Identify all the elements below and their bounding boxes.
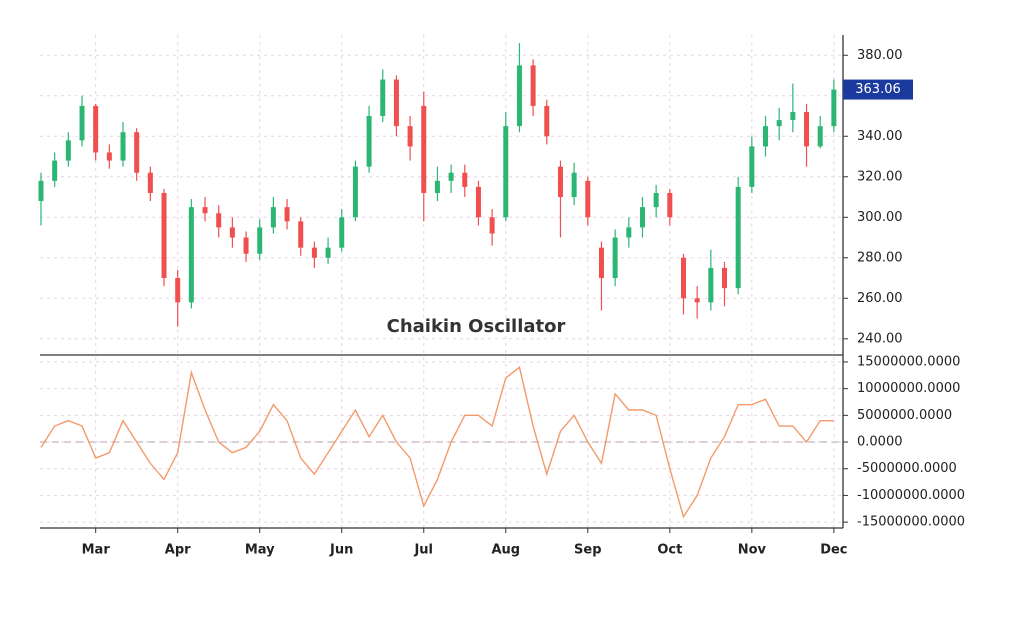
candle-body [120,132,126,161]
candle-body [462,172,468,187]
candle-body [776,120,782,127]
x-tick-label: Dec [820,543,847,558]
candle-body [366,116,372,167]
price-tag-label: 363.06 [855,82,901,97]
candle-body [639,207,645,228]
candle-body [804,111,810,147]
candle-body [147,172,153,193]
candle-body [284,207,290,222]
x-tick-label: Aug [491,543,520,558]
y-tick-label: 5000000.0000 [857,408,952,423]
x-tick-label: Jul [413,543,433,558]
marks [38,43,837,519]
y-tick-label: 380.00 [857,48,903,63]
candle-body [65,140,71,161]
y-tick-label: 10000000.0000 [857,381,960,396]
candle-body [393,79,399,127]
candle-body [694,298,700,303]
candle-body [530,65,536,106]
candle-body [407,126,413,147]
candle-body [680,257,686,299]
candle-body [93,105,99,153]
y-tick-label: -5000000.0000 [857,461,957,476]
candle-body [270,207,276,228]
candle-body [434,180,440,193]
y-tick-label: 300.00 [857,210,903,225]
candle-body [653,192,659,208]
candle-body [216,213,222,228]
candle-body [325,247,331,258]
candle-body [79,105,85,141]
candle-body [352,166,358,218]
candle-body [667,192,673,218]
candle-body [229,227,235,238]
candle-body [52,160,58,181]
candle-body [380,79,386,117]
candle-body [161,192,167,279]
candle-body [708,267,714,303]
oscillator-title: Chaikin Oscillator [387,316,566,337]
candle-body [475,186,481,218]
x-tick-label: May [245,543,275,558]
candle-body [311,247,317,258]
x-tick-label: Oct [657,543,682,558]
candle-body [571,172,577,198]
candle-body [38,180,44,202]
candle-body [257,227,263,254]
candle-body [817,126,823,147]
candle-body [243,237,249,254]
candle-body [598,247,604,279]
x-tick-label: Nov [738,543,767,558]
y-tick-label: 0.0000 [857,435,903,450]
y-tick-label: 340.00 [857,129,903,144]
candle-body [339,217,345,248]
candle-body [516,65,522,127]
y-tick-label: -15000000.0000 [857,515,965,530]
grid [40,35,843,528]
y-tick-label: -10000000.0000 [857,488,965,503]
candle-body [448,172,454,181]
candle-body [585,180,591,218]
price-tag [843,79,913,100]
x-tick-label: Apr [165,543,191,558]
x-tick-label: Sep [574,543,602,558]
candle-body [188,207,194,303]
candle-body [626,227,632,238]
candle-body [763,126,769,147]
y-tick-label: 15000000.0000 [857,354,960,369]
x-tick-label: Jun [329,543,353,558]
candle-body [503,126,509,218]
candle-body [202,207,208,214]
candle-body [790,111,796,121]
candle-body [612,237,618,279]
candle-body [489,217,495,234]
candle-body [421,105,427,193]
candle-body [557,166,563,198]
candle-body [134,132,140,173]
candle-body [175,278,181,303]
x-tick-label: Mar [82,543,111,558]
candle-body [831,89,837,127]
candle-body [722,267,727,289]
y-tick-label: 240.00 [857,331,903,346]
y-tick-label: 280.00 [857,250,903,265]
candle-body [298,221,304,248]
candle-body [735,186,741,289]
candle-body [544,105,550,137]
candle-body [749,146,755,187]
oscillator-line [40,366,834,519]
y-tick-label: 260.00 [857,291,903,306]
candle-body [106,152,112,161]
y-tick-label: 320.00 [857,169,903,184]
